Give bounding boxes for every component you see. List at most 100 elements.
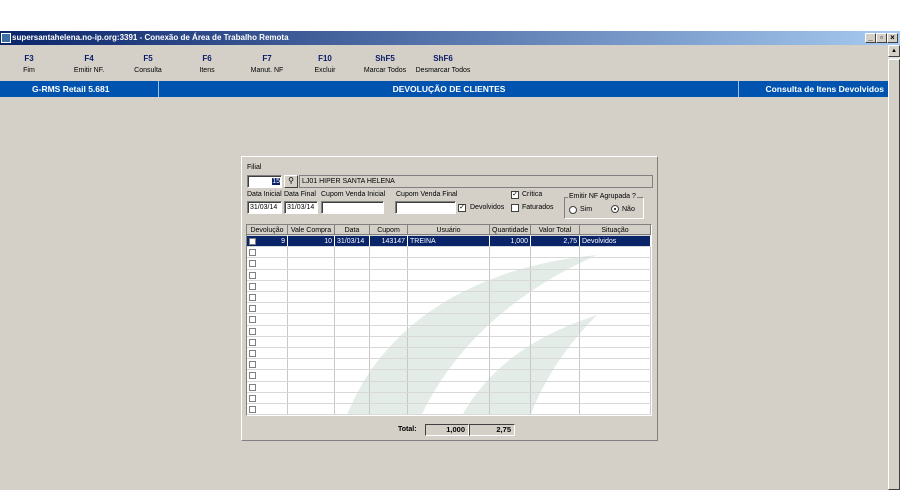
- fkey-key: F10: [318, 54, 332, 63]
- table-cell: [370, 359, 408, 370]
- close-button[interactable]: ×: [887, 33, 898, 43]
- sim-radio[interactable]: [569, 206, 577, 214]
- empty-row[interactable]: [247, 381, 651, 393]
- table-cell: [531, 370, 580, 381]
- table-cell: [288, 258, 335, 269]
- row-checkbox[interactable]: [249, 260, 256, 268]
- nf-agrupada-label: Emitir NF Agrupada ?: [568, 193, 637, 200]
- column-header[interactable]: Cupom: [370, 225, 408, 236]
- fkey-f6[interactable]: F6 Itens: [172, 54, 242, 74]
- table-cell: [490, 392, 531, 403]
- column-header[interactable]: Valor Total: [531, 225, 580, 236]
- empty-row[interactable]: [247, 325, 651, 337]
- fkey-f4[interactable]: F4 Emitir NF.: [54, 54, 124, 74]
- cupom-inicial-input[interactable]: [321, 201, 384, 214]
- table-cell: [408, 247, 490, 258]
- row-checkbox[interactable]: [249, 282, 256, 290]
- table-cell: [580, 404, 651, 415]
- fkey-key: F3: [24, 54, 34, 63]
- devolvidos-checkbox[interactable]: ✓: [458, 204, 466, 212]
- critica-checkbox[interactable]: ✓: [511, 191, 519, 199]
- empty-row[interactable]: [247, 392, 651, 404]
- table-cell: [288, 269, 335, 280]
- table-cell: [531, 303, 580, 314]
- row-checkbox[interactable]: [249, 361, 256, 369]
- empty-row[interactable]: [247, 292, 651, 304]
- empty-row[interactable]: [247, 280, 651, 292]
- table-cell: [335, 269, 370, 280]
- cupom-final-input[interactable]: [395, 201, 456, 214]
- empty-row[interactable]: [247, 314, 651, 326]
- row-checkbox[interactable]: [249, 383, 256, 391]
- empty-row[interactable]: [247, 404, 651, 415]
- table-cell: [288, 392, 335, 403]
- empty-row[interactable]: [247, 336, 651, 348]
- scroll-thumb[interactable]: [888, 59, 900, 490]
- window-title: supersantahelena.no-ip.org:3391 - Conexã…: [12, 33, 289, 42]
- grid-header[interactable]: Devolução Vale Compra Data Cupom Usuário Quan…: [247, 225, 651, 237]
- window-titlebar: supersantahelena.no-ip.org:3391 - Conexã…: [0, 31, 900, 45]
- row-checkbox[interactable]: [249, 327, 256, 335]
- empty-row[interactable]: [247, 348, 651, 360]
- table-row[interactable]: 9 10 31/03/14 143147 TREINA 1,000 2,75 Devolvid…: [247, 236, 651, 248]
- empty-row[interactable]: [247, 370, 651, 382]
- fkey-f10[interactable]: F10 Excluir: [290, 54, 360, 74]
- column-header[interactable]: Situação: [580, 225, 651, 236]
- row-checkbox[interactable]: [249, 394, 256, 402]
- scroll-up-icon[interactable]: ▲: [888, 45, 900, 57]
- table-cell: [408, 370, 490, 381]
- row-checkbox[interactable]: [249, 316, 256, 324]
- binoculars-search-icon[interactable]: ⚲: [284, 175, 298, 188]
- row-checkbox[interactable]: [249, 406, 256, 413]
- faturados-checkbox[interactable]: [511, 204, 519, 212]
- restore-button[interactable]: ▫: [876, 33, 887, 43]
- nao-radio[interactable]: [611, 205, 619, 213]
- empty-row[interactable]: [247, 247, 651, 259]
- table-cell: [408, 381, 490, 392]
- filial-input[interactable]: 15: [247, 175, 282, 188]
- table-cell: [531, 247, 580, 258]
- table-cell: [408, 280, 490, 291]
- table-cell: [580, 348, 651, 359]
- fkey-f7[interactable]: F7 Manut. NF: [232, 54, 302, 74]
- row-checkbox[interactable]: [249, 271, 256, 279]
- row-checkbox[interactable]: [249, 338, 256, 346]
- table-cell: [288, 336, 335, 347]
- fkey-f3[interactable]: F3 Fim: [0, 54, 64, 74]
- row-checkbox[interactable]: [249, 294, 256, 301]
- fkey-label: Desmarcar Todos: [415, 67, 471, 74]
- table-cell: TREINA: [408, 236, 490, 247]
- row-checkbox[interactable]: [249, 238, 256, 245]
- column-header[interactable]: Data: [335, 225, 370, 236]
- empty-row[interactable]: [247, 359, 651, 371]
- column-header[interactable]: Usuário: [408, 225, 490, 236]
- row-checkbox[interactable]: [249, 249, 256, 257]
- table-cell: [370, 269, 408, 280]
- table-cell: [490, 348, 531, 359]
- column-header[interactable]: Quantidade: [490, 225, 531, 236]
- fkey-f5[interactable]: F5 Consulta: [113, 54, 183, 74]
- row-checkbox[interactable]: [249, 350, 256, 357]
- cupom-inicial-label: Cupom Venda Inicial: [321, 191, 386, 198]
- app-version: G-RMS Retail 5.681: [32, 84, 110, 94]
- empty-row[interactable]: [247, 303, 651, 315]
- fkey-shf5[interactable]: ShF5 Marcar Todos: [350, 54, 420, 74]
- table-cell: [580, 359, 651, 370]
- table-cell: [580, 314, 651, 325]
- column-header[interactable]: Devolução: [247, 225, 288, 236]
- row-checkbox[interactable]: [249, 305, 256, 313]
- data-inicial-input[interactable]: 31/03/14: [247, 201, 282, 214]
- fkey-shf6[interactable]: ShF6 Desmarcar Todos: [408, 54, 478, 74]
- table-cell: [580, 269, 651, 280]
- table-cell: Devolvidos: [580, 236, 651, 247]
- column-header[interactable]: Vale Compra: [288, 225, 335, 236]
- header-bar: G-RMS Retail 5.681 DEVOLUÇÃO DE CLIENTES…: [0, 81, 888, 97]
- vertical-scrollbar[interactable]: ▲: [888, 45, 900, 490]
- table-cell: [335, 258, 370, 269]
- empty-row[interactable]: [247, 269, 651, 281]
- minimize-button[interactable]: _: [865, 33, 876, 43]
- empty-row[interactable]: [247, 258, 651, 270]
- row-checkbox[interactable]: [249, 372, 256, 380]
- data-final-input[interactable]: 31/03/14: [284, 201, 318, 214]
- devolucoes-grid[interactable]: Devolução Vale Compra Data Cupom Usuário Quan…: [246, 224, 652, 416]
